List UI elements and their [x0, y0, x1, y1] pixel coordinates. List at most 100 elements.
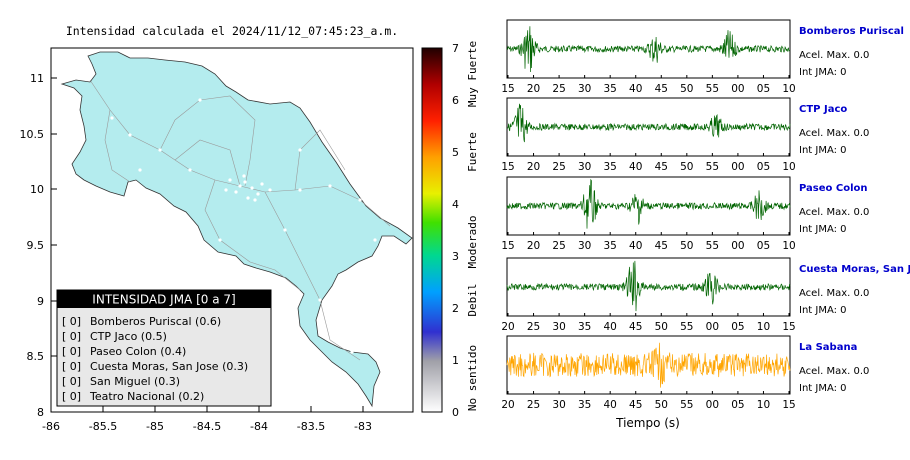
x-tick-label: 05 [757, 161, 770, 173]
x-tick-label: 05 [757, 240, 770, 252]
x-tick-label: 50 [680, 240, 693, 252]
x-tick-label: -83.5 [297, 420, 325, 433]
station-name: Paseo Colon [799, 183, 868, 194]
x-tick-label: -84 [250, 420, 268, 433]
colorbar-tick: 1 [452, 354, 459, 367]
colorbar-tick: 2 [452, 302, 459, 315]
legend-level: [ 0] [62, 375, 81, 388]
x-tick-label: 15 [782, 321, 795, 333]
x-tick-label: 30 [578, 240, 591, 252]
seismogram-panel: 15 20 25 30 35 40 45 50 55 00 05 10 Paseo Colon Acel.… [501, 176, 869, 252]
colorbar-tick: 7 [452, 42, 459, 55]
station-name: Cuesta Moras, San Jose [799, 264, 910, 275]
legend-header [57, 290, 271, 308]
y-tick-label: 8.5 [27, 350, 45, 363]
x-tick-label: 30 [578, 161, 591, 173]
x-tick-label: -85.5 [89, 420, 117, 433]
legend-level: [ 0] [62, 315, 81, 328]
seismogram-panel: 20 25 30 35 40 45 50 55 00 05 10 15 Cuesta Moras, Sa… [501, 257, 910, 333]
legend-station: San Miguel (0.3) [90, 375, 180, 388]
x-tick-label: 00 [706, 399, 719, 411]
legend-level: [ 0] [62, 390, 81, 403]
seismogram-panels: 15 20 25 30 35 40 45 50 55 00 05 10 Bomberos Purisca… [501, 19, 910, 411]
legend-station: Paseo Colon (0.4) [90, 345, 186, 358]
x-tick-label: 35 [578, 399, 591, 411]
legend-station: Teatro Nacional (0.2) [89, 390, 204, 403]
x-tick-label: 40 [629, 240, 642, 252]
legend-level: [ 0] [62, 360, 81, 373]
station-annotation: Acel. Max. 0.0 [799, 50, 869, 61]
x-tick-label: 25 [552, 83, 565, 95]
legend-station: Bomberos Puriscal (0.6) [90, 315, 221, 328]
x-tick-label: 10 [757, 321, 770, 333]
x-tick-label: 25 [552, 161, 565, 173]
x-tick-label: 35 [578, 321, 591, 333]
x-tick-label: 05 [757, 83, 770, 95]
waveform-trace [506, 260, 791, 312]
station-annotation: Int JMA: 0 [799, 305, 847, 316]
x-tick-label: 45 [655, 161, 668, 173]
station-annotation: Acel. Max. 0.0 [799, 288, 869, 299]
x-tick-label: 10 [782, 83, 795, 95]
station-annotation: Int JMA: 0 [799, 224, 847, 235]
x-tick-label: 00 [731, 83, 744, 95]
station-annotation: Acel. Max. 0.0 [799, 128, 869, 139]
x-tick-label: 30 [552, 399, 565, 411]
station-annotation: Acel. Max. 0.0 [799, 366, 869, 377]
x-tick-label: 20 [527, 83, 540, 95]
map-x-axis: -86 -85.5 -85 -84.5 -84 -83.5 -83 [42, 406, 372, 433]
x-tick-label: 00 [731, 161, 744, 173]
x-tick-label: -85 [146, 420, 164, 433]
x-tick-label: 40 [629, 161, 642, 173]
intensity-legend: INTENSIDAD JMA [0 a 7] [ 0] Bomberos Pur… [56, 289, 272, 407]
colorbar-tick: 5 [452, 146, 459, 159]
map-y-axis: 11 10.5 10 9.5 9 8.5 8 [20, 72, 57, 419]
x-tick-label: 40 [603, 399, 616, 411]
x-tick-label: -84.5 [193, 420, 221, 433]
station-annotation: Int JMA: 0 [799, 145, 847, 156]
class-label: Fuerte [466, 132, 479, 172]
station-name: La Sabana [799, 342, 857, 353]
x-tick-label: 45 [655, 240, 668, 252]
x-tick-label: 05 [731, 321, 744, 333]
class-label: Debil [466, 283, 479, 316]
x-tick-label: 15 [501, 240, 514, 252]
legend-level: [ 0] [62, 345, 81, 358]
x-tick-label: 55 [706, 83, 719, 95]
x-tick-label: -86 [42, 420, 60, 433]
x-tick-label: 55 [706, 161, 719, 173]
class-label: Muy Fuerte [466, 41, 479, 107]
intensity-colorbar: 7 6 5 4 3 2 1 0 Muy Fuerte Fuerte Modera… [421, 41, 479, 419]
x-tick-label: 40 [629, 83, 642, 95]
legend-level: [ 0] [62, 330, 81, 343]
time-axis-label: Tiempo (s) [615, 416, 680, 430]
seismogram-panel: 15 20 25 30 35 40 45 50 55 00 05 10 CTP Jaco Acel. Ma… [501, 97, 869, 173]
x-tick-label: 15 [501, 83, 514, 95]
station-name: Bomberos Puriscal [799, 26, 904, 37]
x-tick-label: 30 [578, 83, 591, 95]
x-tick-label: 20 [501, 399, 514, 411]
colorbar-tick: 4 [452, 198, 459, 211]
y-tick-label: 9.5 [27, 239, 45, 252]
x-tick-label: 20 [527, 161, 540, 173]
legend-box [56, 289, 272, 407]
x-tick-label: -83 [354, 420, 372, 433]
station-annotation: Int JMA: 0 [799, 383, 847, 394]
station-annotation: Int JMA: 0 [799, 67, 847, 78]
x-tick-label: 35 [603, 83, 616, 95]
station-name: CTP Jaco [799, 104, 847, 115]
seismogram-panel: 20 25 30 35 40 45 50 55 00 05 10 15 La Sabana Acel. M… [501, 335, 869, 411]
x-tick-label: 10 [757, 399, 770, 411]
x-tick-label: 25 [527, 321, 540, 333]
intensity-map: Intensidad calculada el 2024/11/12_07:45… [20, 24, 414, 433]
x-tick-label: 35 [603, 161, 616, 173]
x-tick-label: 55 [680, 399, 693, 411]
y-tick-label: 10 [30, 183, 44, 196]
x-tick-label: 00 [731, 240, 744, 252]
x-tick-label: 40 [603, 321, 616, 333]
colorbar-tick: 3 [452, 250, 459, 263]
legend-station: CTP Jaco (0.5) [90, 330, 167, 343]
road-network [89, 79, 391, 361]
waveform-trace [506, 342, 791, 388]
